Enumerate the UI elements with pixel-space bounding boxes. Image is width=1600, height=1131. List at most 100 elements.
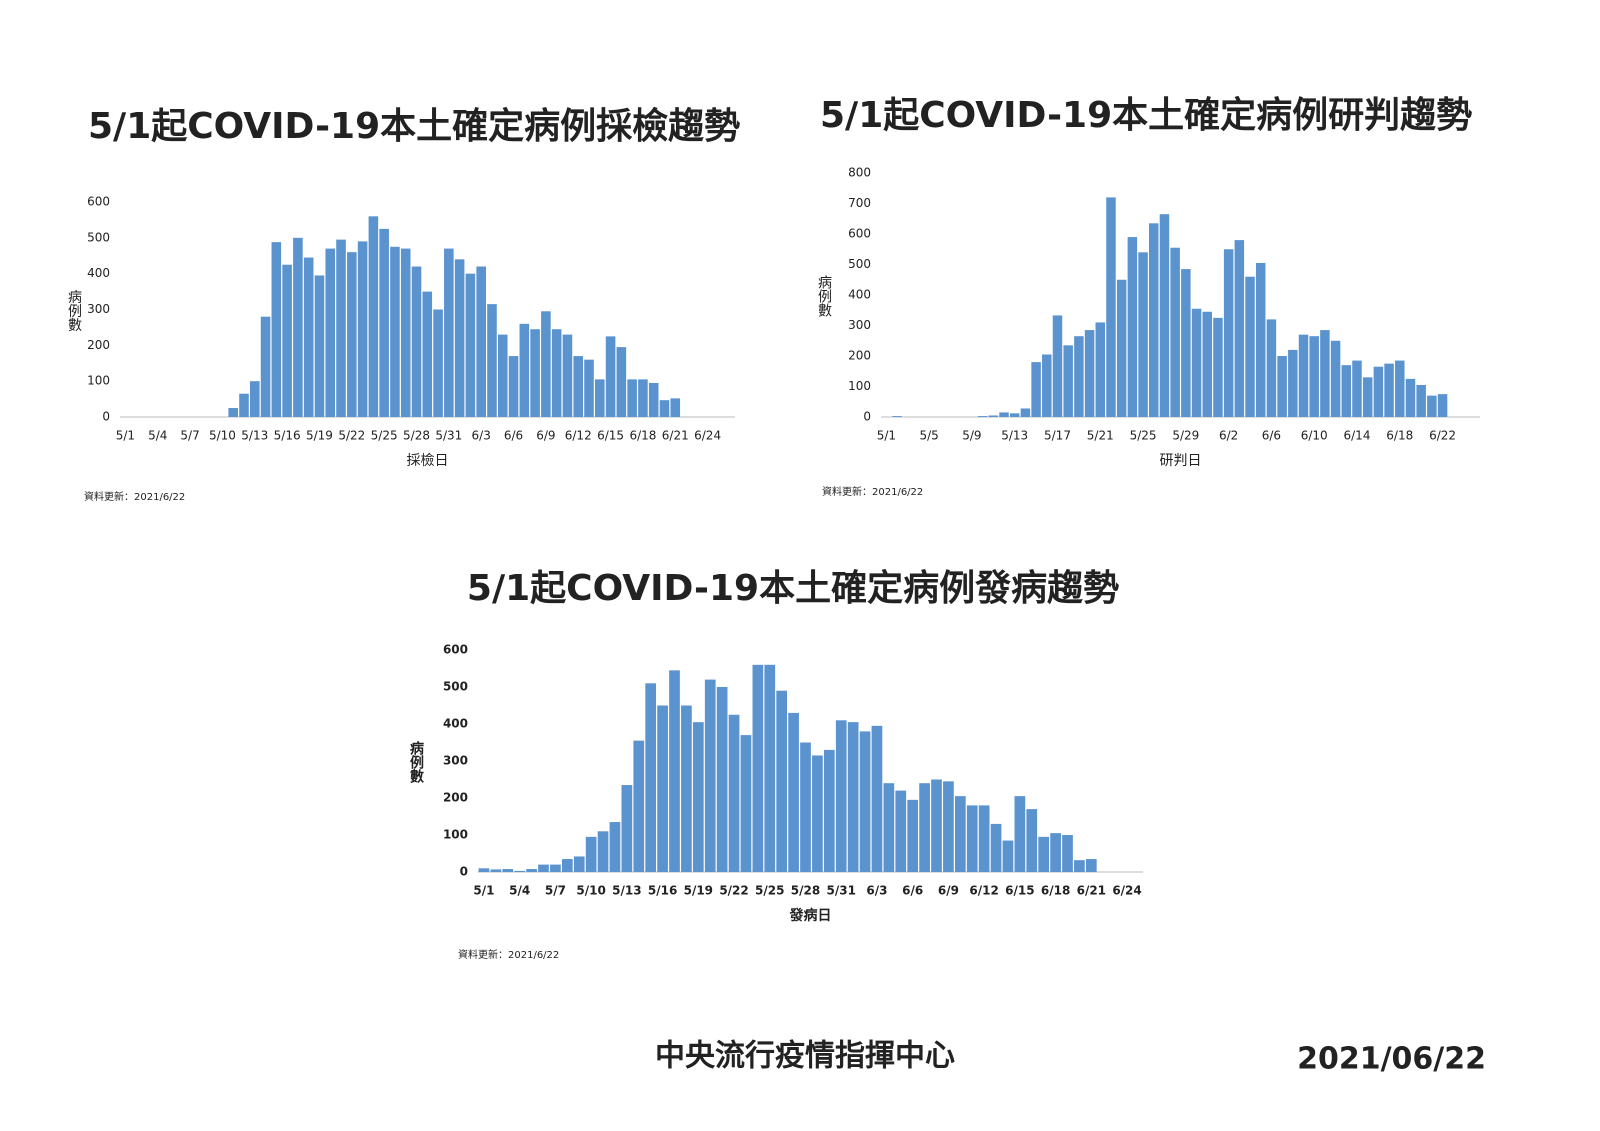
bar <box>1330 340 1341 417</box>
bar <box>692 722 704 872</box>
y-tick-label: 200 <box>848 349 871 363</box>
bar <box>1014 796 1026 872</box>
bar <box>871 725 883 872</box>
bar <box>978 805 990 872</box>
x-tick-label: 6/12 <box>969 884 998 898</box>
bar <box>988 415 999 417</box>
source-note: 資料更新：2021/6/22 <box>458 948 559 961</box>
bar <box>847 722 859 872</box>
bar <box>728 714 740 872</box>
x-tick-label: 6/15 <box>597 429 624 443</box>
bar <box>514 870 526 872</box>
bar <box>1095 322 1106 417</box>
y-tick-label: 0 <box>863 410 871 424</box>
y-axis-label: 病例數 <box>408 740 424 784</box>
bar <box>1352 360 1362 417</box>
x-tick-label: 6/6 <box>902 884 923 898</box>
x-tick-label: 5/25 <box>755 884 784 898</box>
bar <box>293 237 303 417</box>
x-tick-label: 5/31 <box>827 884 856 898</box>
y-tick-label: 600 <box>443 643 468 657</box>
bar <box>249 381 260 417</box>
x-tick-label: 6/9 <box>938 884 959 898</box>
bar <box>1213 317 1223 417</box>
bar <box>812 755 823 872</box>
organization: 中央流行疫情指揮中心 <box>655 1039 955 1074</box>
bar <box>422 291 433 417</box>
y-tick-label: 400 <box>848 288 871 302</box>
bar <box>627 379 637 417</box>
bar <box>390 246 400 417</box>
bar <box>1245 276 1255 417</box>
y-tick-label: 300 <box>87 302 110 316</box>
x-tick-label: 5/17 <box>1044 429 1071 443</box>
bar <box>977 416 988 417</box>
bar <box>478 868 490 872</box>
bar <box>1395 360 1405 417</box>
x-tick-label: 5/7 <box>545 884 566 898</box>
bar <box>573 856 585 872</box>
bar <box>966 805 978 872</box>
bar <box>538 864 549 872</box>
bar <box>584 359 594 417</box>
bar <box>621 785 633 872</box>
x-tick-label: 6/2 <box>1219 429 1238 443</box>
chart-title: 5/1起COVID-19本土確定病例發病趨勢 <box>467 568 1119 609</box>
y-tick-label: 400 <box>443 717 468 731</box>
bar <box>1437 394 1448 417</box>
x-tick-label: 5/10 <box>209 429 236 443</box>
bar <box>1223 249 1234 417</box>
bar <box>325 248 336 417</box>
bar <box>454 259 465 417</box>
y-tick-label: 200 <box>87 338 110 352</box>
bar <box>605 336 616 417</box>
chart-title: 5/1起COVID-19本土確定病例採檢趨勢 <box>88 105 740 147</box>
bar <box>892 416 902 417</box>
bar <box>1159 214 1170 417</box>
bar <box>336 239 346 417</box>
bar <box>1181 269 1191 417</box>
x-tick-label: 6/15 <box>1005 884 1034 898</box>
bar <box>379 228 389 417</box>
bar <box>999 412 1009 417</box>
bar <box>1405 378 1416 417</box>
x-tick-label: 5/9 <box>962 429 981 443</box>
bar <box>1191 308 1202 417</box>
y-tick-label: 500 <box>87 230 110 244</box>
bar <box>633 740 645 872</box>
bar <box>1084 330 1095 417</box>
bar <box>1085 859 1097 872</box>
x-tick-label: 6/24 <box>1112 884 1141 898</box>
bar <box>573 356 584 417</box>
bar <box>1202 311 1212 417</box>
bar <box>561 859 573 872</box>
bar <box>645 683 657 872</box>
x-tick-label: 5/4 <box>509 884 530 898</box>
x-tick-label: 5/21 <box>1087 429 1114 443</box>
x-tick-label: 5/19 <box>306 429 333 443</box>
bar <box>895 790 907 872</box>
bar <box>1362 377 1373 417</box>
bar <box>681 705 692 872</box>
bar <box>357 241 368 417</box>
y-tick-label: 100 <box>848 379 871 393</box>
bar <box>859 731 871 872</box>
bar <box>1074 336 1084 417</box>
bar <box>562 334 573 417</box>
bar <box>508 356 519 417</box>
x-axis-label: 發病日 <box>789 907 832 924</box>
bar <box>1234 240 1245 417</box>
bar <box>550 864 561 872</box>
x-tick-label: 6/6 <box>1262 429 1281 443</box>
y-tick-label: 100 <box>87 374 110 388</box>
x-tick-label: 5/1 <box>877 429 896 443</box>
bar <box>282 264 292 417</box>
bar <box>1002 840 1014 872</box>
bar <box>1050 833 1061 872</box>
bar <box>823 749 835 872</box>
x-tick-label: 6/18 <box>1386 429 1413 443</box>
bar <box>1149 223 1159 417</box>
bar <box>800 742 811 872</box>
bar <box>271 242 282 417</box>
bar <box>314 275 325 417</box>
